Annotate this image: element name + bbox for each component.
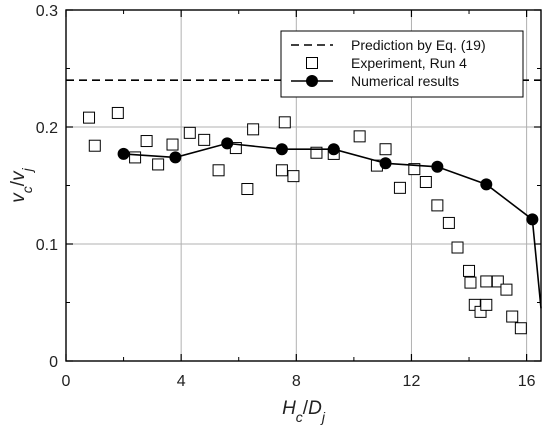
legend-entries: Prediction by Eq. (19) Experiment, Run 4 N…	[291, 37, 486, 89]
experiment-point	[393, 181, 406, 194]
experiment-point	[278, 116, 291, 129]
numerical-point	[117, 147, 130, 160]
legend-label: Numerical results	[351, 73, 459, 89]
numerical-point	[275, 143, 288, 156]
x-axis-title-denom-sub: j	[320, 409, 326, 425]
experiment-point	[183, 126, 196, 139]
x-tick-label: 8	[292, 373, 301, 390]
x-axis-title-main: H	[282, 398, 296, 419]
experiment-point	[500, 283, 513, 296]
experiment-point	[275, 164, 288, 177]
plot-series	[66, 79, 542, 335]
legend-entry-1: Experiment, Run 4	[306, 55, 467, 71]
x-axis-title-denom: D	[308, 398, 322, 419]
series-1	[83, 106, 527, 335]
experiment-point	[212, 164, 225, 177]
experiment-point	[419, 175, 432, 188]
numerical-point	[526, 213, 539, 226]
experiment-point	[83, 111, 96, 124]
experiment-point	[287, 170, 300, 183]
experiment-point	[247, 123, 260, 136]
y-tick-label: 0.1	[36, 237, 58, 254]
experiment-point	[491, 275, 504, 288]
x-tick-label: 16	[518, 373, 536, 390]
y-axis-title-main: v	[8, 192, 29, 203]
numerical-point	[327, 143, 340, 156]
y-tick-label: 0.3	[36, 3, 58, 20]
y-axis-title-sep: /	[8, 180, 29, 186]
experiment-point	[464, 276, 477, 289]
legend-entry-2: Numerical results	[291, 73, 459, 89]
y-tick-label: 0.2	[36, 120, 58, 137]
numerical-point	[431, 160, 444, 173]
legend: Prediction by Eq. (19) Experiment, Run 4 N…	[280, 30, 524, 98]
experiment-point	[241, 183, 254, 196]
y-axis-title-denom-sub: j	[19, 167, 35, 173]
experiment-point	[506, 310, 519, 323]
experiment-point	[408, 163, 421, 176]
experiment-point	[152, 158, 165, 171]
y-axis-title: vc/vj	[8, 167, 35, 202]
legend-label: Experiment, Run 4	[351, 55, 467, 71]
y-axis-title-denom: v	[8, 170, 29, 181]
experiment-point	[480, 275, 493, 288]
experiment-point	[88, 139, 101, 152]
x-axis-title-sep: /	[303, 398, 309, 419]
legend-circle-swatch	[306, 75, 318, 87]
experiment-point	[111, 106, 124, 119]
axis-ticks: 0 4 8 12 16 0 0.1 0.2 0.3	[36, 3, 541, 390]
experiment-point	[514, 322, 527, 335]
numerical-point	[169, 151, 182, 164]
x-tick-label: 12	[403, 373, 421, 390]
x-axis-title-main-sub: c	[296, 409, 303, 425]
experiment-point	[431, 199, 444, 212]
experiment-point	[442, 216, 455, 229]
experiment-point	[379, 143, 392, 156]
numerical-point	[379, 157, 392, 170]
experiment-point	[198, 133, 211, 146]
legend-label: Prediction by Eq. (19)	[351, 37, 486, 53]
legend-square-swatch	[306, 57, 318, 69]
series-2	[117, 137, 542, 309]
y-axis-title-main-sub: c	[19, 186, 35, 193]
x-tick-label: 4	[177, 373, 186, 390]
experiment-point	[353, 130, 366, 143]
experiment-point	[480, 298, 493, 311]
x-tick-label: 0	[62, 373, 71, 390]
y-tick-label: 0	[49, 354, 58, 371]
numerical-point	[480, 178, 493, 191]
experiment-point	[140, 135, 153, 148]
numerical-point	[221, 137, 234, 150]
experiment-point	[451, 241, 464, 254]
x-axis-title: Hc/Dj	[282, 398, 326, 425]
legend-entry-0: Prediction by Eq. (19)	[291, 37, 486, 53]
legend-box	[280, 30, 524, 98]
experiment-point	[463, 264, 476, 277]
experiment-point	[129, 151, 142, 164]
numerical-line	[123, 142, 542, 309]
experiment-point	[310, 146, 323, 159]
experiment-point	[166, 138, 179, 151]
